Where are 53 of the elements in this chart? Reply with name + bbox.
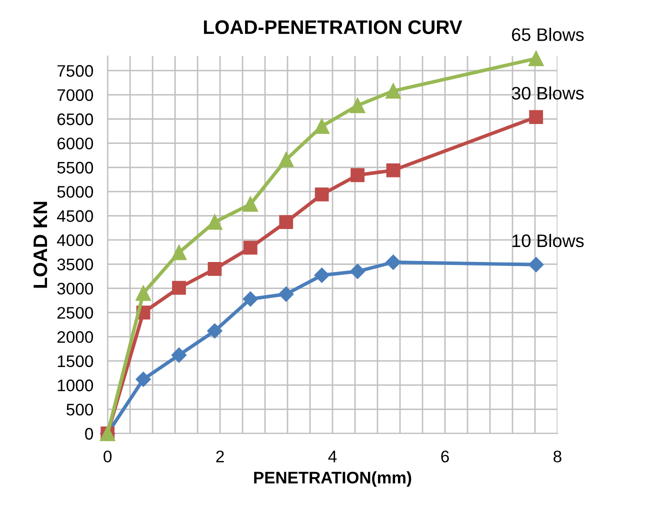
point xyxy=(350,168,364,182)
point xyxy=(242,291,258,307)
series-label: 65 Blows xyxy=(512,28,584,42)
point xyxy=(314,188,329,202)
y-tick-label: 7000 xyxy=(57,89,94,102)
point xyxy=(528,50,544,66)
y-tick-label: 500 xyxy=(66,404,94,416)
point xyxy=(171,348,187,363)
y-tick-label: 2500 xyxy=(57,306,94,319)
y-axis-title: LOAD KN xyxy=(33,202,48,288)
y-tick-label: 6500 xyxy=(57,113,94,126)
point xyxy=(314,268,330,283)
point xyxy=(528,257,544,272)
point xyxy=(207,214,222,230)
y-tick-label: 7500 xyxy=(57,65,94,77)
y-tick-label: 4000 xyxy=(57,234,94,246)
point xyxy=(242,196,258,212)
point xyxy=(172,280,186,295)
point xyxy=(279,215,294,230)
y-tick-label: 0 xyxy=(85,428,94,440)
y-tick-label: 3000 xyxy=(57,282,94,295)
y-tick-label: 2000 xyxy=(57,331,94,343)
point xyxy=(386,254,401,270)
y-tick-label: 6000 xyxy=(57,138,94,150)
x-tick-label: 4 xyxy=(328,450,337,462)
x-tick-label: 0 xyxy=(104,450,112,462)
point xyxy=(350,98,366,114)
point xyxy=(314,118,330,134)
x-tick-label: 2 xyxy=(216,450,224,462)
x-tick-label: 6 xyxy=(441,450,449,462)
point xyxy=(136,286,151,301)
point xyxy=(243,240,258,255)
point xyxy=(278,152,294,168)
point xyxy=(386,83,401,99)
series-label: 30 Blows xyxy=(512,86,584,100)
y-tick-label: 1000 xyxy=(58,380,94,392)
point xyxy=(208,262,222,276)
point xyxy=(386,163,400,178)
y-tick-label: 5500 xyxy=(57,162,94,174)
point xyxy=(207,323,222,338)
point xyxy=(350,264,366,279)
y-tick-label: 5000 xyxy=(57,186,94,198)
x-axis-title: PENETRATION(mm) xyxy=(254,471,412,487)
x-tick-label: 8 xyxy=(554,450,562,462)
y-tick-label: 4500 xyxy=(57,210,94,222)
y-tick-label: 3500 xyxy=(57,258,94,270)
y-tick-label: 1500 xyxy=(58,355,94,368)
point xyxy=(278,286,294,302)
point xyxy=(171,244,187,260)
point xyxy=(529,110,544,124)
point xyxy=(136,372,151,387)
series-label: 10 Blows xyxy=(512,234,584,248)
chart-title: LOAD-PENETRATION CURV xyxy=(204,20,462,34)
